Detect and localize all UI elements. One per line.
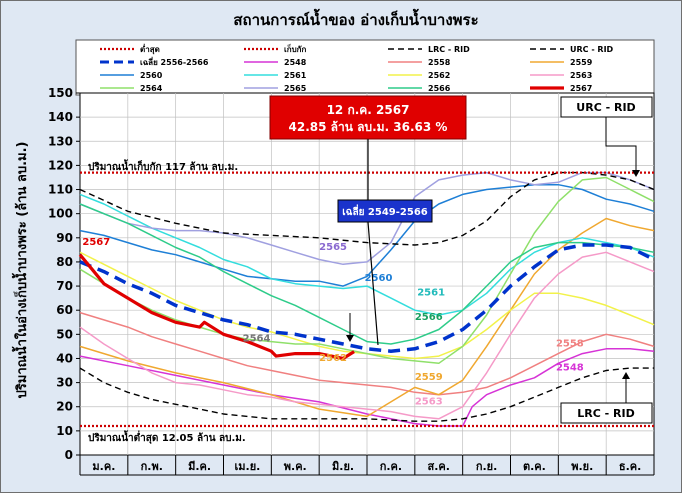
y-tick-label: 0 [65,448,73,462]
y-tick-label: 110 [48,183,73,197]
legend-label-lrc: LRC - RID [428,45,470,54]
legend-label-avg: เฉลี่ย 2556-2566 [140,56,209,67]
legend-label-y2560: 2560 [140,71,163,80]
min-line-label: ปริมาณน้ำต่ำสุด 12.05 ล้าน ลบ.ม. [88,430,246,444]
legend-label-y2561: 2561 [284,71,307,80]
y-axis-label: ปริมาณน้ำในอ่างเก็บน้ำบางพระ (ล้าน ลบ.ม.… [11,142,30,399]
y-tick-label: 150 [48,86,73,100]
y-tick-label: 30 [56,376,73,390]
series-line-y2560 [79,183,655,287]
series-inline-label: 2548 [556,363,584,374]
x-axis: ม.ค. ก.พ. มี.ค. เม.ย. พ.ค. มิ.ย. ก.ค. ส.ค. ก.ย. ต… [79,455,655,476]
legend-label-y2563: 2563 [570,71,592,80]
x-tick-label: ม.ค. [92,460,115,473]
legend-label-y2567: 2567 [570,84,592,93]
x-tick-label: ธ.ค. [619,460,641,473]
avg-callout-box [337,199,433,223]
chart-title: สถานการณ์น้ำของ อ่างเก็บน้ำบางพระ [233,8,478,29]
y-tick-label: 130 [48,134,73,148]
legend-label-min: ต่ำสุด [140,43,160,55]
series-line-y2564 [79,176,655,365]
y-tick-label: 60 [56,303,73,317]
latest-callout-value: 42.85 ล้าน ลบ.ม. 36.63 % [289,120,448,134]
x-tick-label: ก.ค. [380,460,402,473]
grid [80,93,654,455]
legend-label-y2564: 2564 [140,84,163,93]
series-line-avg [79,243,655,353]
latest-callout-box [269,95,467,140]
y-tick-label: 20 [56,400,73,414]
series-group [78,171,655,428]
avg-callout-pointer [367,221,379,346]
lrc-label-box [560,402,653,424]
y-tick-label: 40 [56,351,73,365]
legend: ต่ำสุด เก็บกัก LRC - RID URC - RID เฉลี่ย 25… [100,43,614,93]
x-tick-label: ก.ย. [476,460,497,473]
latest-callout-date: 12 ก.ค. 2567 [327,103,410,117]
series-inline-label: 2564 [243,334,271,345]
series-inline-label: 2559 [415,372,443,383]
lrc-arrowhead [622,372,630,379]
x-tick-label: ก.พ. [141,460,163,473]
x-tick-label: พ.ค. [284,460,307,473]
legend-label-y2559: 2559 [570,58,593,67]
series-inline-label: 2561 [417,288,445,299]
x-tick-label: พ.ย. [571,460,593,473]
x-tick-label: เม.ย. [235,460,261,473]
legend-label-y2566: 2566 [428,84,451,93]
y-axis: 0 10 20 30 40 50 60 70 80 90 100 110 120 130 140 150 [48,86,80,462]
urc-label: URC - RID [576,101,635,114]
series-inline-label: 2558 [556,338,584,349]
legend-label-y2562: 2562 [428,71,450,80]
urc-pointer [605,117,637,172]
legend-label-y2548: 2548 [284,58,307,67]
y-tick-label: 100 [48,207,73,221]
series-line-y2559 [79,217,655,418]
y-tick-label: 10 [56,424,73,438]
x-tick-label: ส.ค. [428,460,450,473]
avg-callout-arrowhead [346,335,354,342]
series-line-y2567 [78,253,355,361]
y-tick-label: 90 [56,231,73,245]
series-line-y2558 [79,311,655,396]
y-tick-label: 80 [56,255,73,269]
legend-label-max: เก็บกัก [284,43,307,54]
x-tick-label: มี.ค. [188,460,211,473]
series-inline-label: 2565 [319,242,347,253]
legend-label-y2565: 2565 [284,84,307,93]
series-line-lrc [79,367,654,422]
y-tick-label: 120 [48,158,73,172]
series-inline-label: 2566 [415,312,443,323]
series-inline-label: 2567 [82,237,110,248]
urc-arrowhead [632,170,640,177]
avg-callout-label: เฉลี่ย 2549-2566 [342,204,428,218]
series-inline-label: 2560 [365,273,393,284]
series-line-y2563 [79,251,655,420]
legend-label-y2558: 2558 [428,58,451,67]
max-line-label: ปริมาณน้ำเก็บกัก 117 ล้าน ลบ.ม. [88,159,238,173]
y-tick-label: 50 [56,327,73,341]
x-tick-label: ต.ค. [523,460,546,473]
inline-labels: 2567 2565 2560 2561 2566 2564 2562 2559 2563 2558… [82,237,583,407]
series-inline-label: 2562 [319,353,347,364]
series-inline-label: 2563 [415,396,443,407]
series-line-y2548 [79,348,655,427]
series-line-y2566 [79,203,655,345]
legend-box [75,39,655,96]
series-line-urc [79,171,655,246]
legend-label-urc: URC - RID [570,45,614,54]
x-tick-label: มิ.ย. [332,460,354,473]
y-tick-label: 70 [56,279,73,293]
lrc-label: LRC - RID [577,407,634,420]
y-tick-label: 140 [48,110,73,124]
series-line-y2565 [79,171,655,266]
